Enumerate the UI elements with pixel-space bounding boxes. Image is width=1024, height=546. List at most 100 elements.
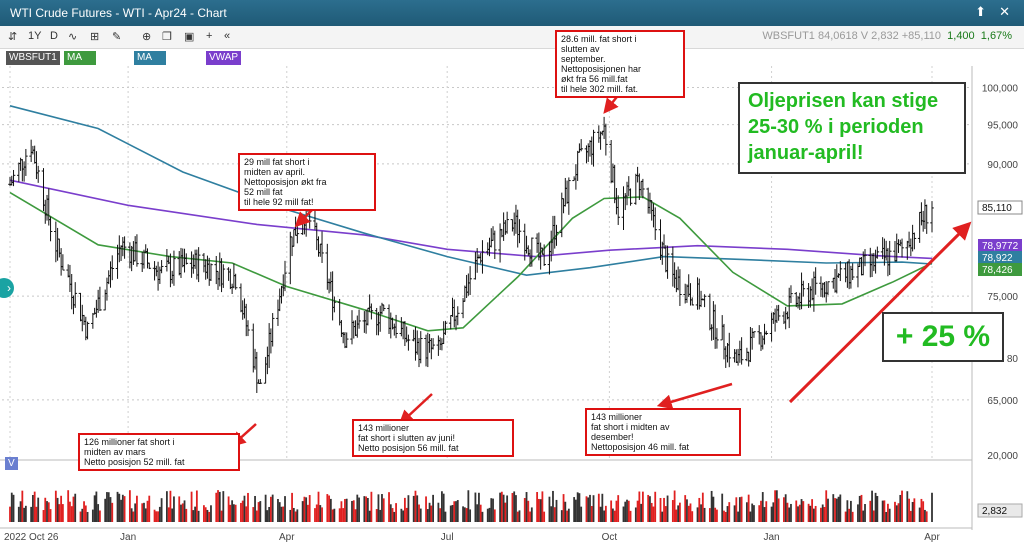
volume-bar (751, 503, 754, 522)
side-panel-toggle[interactable]: › (0, 278, 14, 298)
pen-icon[interactable]: ✎ (112, 31, 122, 43)
volume-bar (649, 496, 651, 522)
volume-bar (210, 505, 212, 522)
zoom-icon[interactable]: ⊕ (142, 31, 152, 43)
volume-bar (909, 510, 912, 522)
volume-bar (615, 500, 618, 522)
pin-icon[interactable]: ⬆ (975, 4, 986, 19)
volume-bar (864, 504, 866, 522)
volume-bar (195, 490, 198, 522)
volume-bar (308, 495, 311, 522)
y-tick-label: 75,000 (987, 292, 1018, 303)
volume-bar (749, 511, 752, 522)
indicator-icon[interactable]: ⊞ (90, 31, 100, 43)
volume-bar (721, 493, 724, 522)
volume-bar (35, 506, 38, 522)
volume-bar (465, 508, 468, 522)
volume-bar (486, 508, 489, 522)
volume-bar (178, 496, 181, 522)
legend-vwap[interactable]: VWAP (206, 51, 242, 65)
series-vwap (9, 179, 933, 260)
period-1y-button[interactable]: 1Y (28, 30, 42, 42)
volume-bar (874, 492, 877, 522)
volume-bar (883, 500, 886, 522)
right-label-box (978, 239, 1022, 252)
crosshair-icon[interactable]: + (206, 30, 213, 42)
volume-bar (881, 500, 884, 522)
volume-bar (455, 501, 457, 522)
volume-bar (708, 508, 711, 522)
volume-bar (243, 495, 246, 522)
volume-bar (592, 495, 595, 522)
volume-bar (493, 509, 496, 522)
volume-bar (74, 493, 77, 522)
volume-bar (624, 501, 627, 522)
volume-bars (9, 490, 933, 522)
volume-bar (294, 511, 297, 522)
volume-bar (232, 504, 235, 522)
volume-bar (9, 506, 11, 522)
volume-bar (735, 497, 738, 522)
volume-bar (590, 506, 593, 522)
x-tick-label: Jan (120, 532, 136, 543)
price-readout: WBSFUT1 84,0618 V 2,832 +85,110 1,400 1,… (762, 30, 1012, 42)
volume-bar (659, 497, 662, 522)
period-day-button[interactable]: D (50, 30, 58, 42)
legend-ma-close-50[interactable]: MA Close 50 (64, 51, 96, 91)
volume-bar (17, 506, 20, 522)
x-tick-label: 2022 Oct 26 (4, 532, 59, 543)
volume-axis-label: 20,000 (987, 451, 1018, 462)
volume-bar (280, 506, 283, 522)
volume-bar (181, 503, 184, 522)
volume-bar (407, 495, 410, 522)
volume-bar (104, 498, 107, 522)
close-icon[interactable]: ✕ (999, 4, 1010, 19)
volume-bar (553, 507, 556, 522)
draw-line-icon[interactable]: ∿ (68, 31, 78, 43)
volume-bar (91, 509, 94, 522)
volume-bar (479, 504, 482, 522)
annotation-october: 28.6 mill. fat short i slutten av septem… (555, 30, 685, 98)
volume-bar (920, 498, 923, 522)
volume-bar (834, 498, 836, 522)
volume-bar (197, 510, 200, 522)
volume-pane-badge (5, 457, 18, 470)
volume-bar (462, 506, 464, 522)
volume-bar (733, 505, 736, 522)
volume-bar (541, 491, 544, 522)
volume-bar (46, 501, 48, 522)
volume-bar (555, 499, 558, 522)
volume-bar (391, 508, 394, 522)
volume-bar (190, 491, 193, 522)
text-icon[interactable]: ▣ (184, 31, 195, 43)
volume-bar (21, 490, 24, 522)
volume-bar (857, 504, 859, 522)
legend-ma-close-200[interactable]: MA Close 200 (134, 51, 166, 91)
volume-bar (206, 509, 209, 522)
volume-bar (453, 501, 456, 522)
legend-wbsfut1[interactable]: WBSFUT1 (6, 51, 60, 65)
volume-bar (740, 496, 743, 522)
volume-bar (885, 511, 888, 522)
volume-bar (566, 510, 568, 522)
volume-bar (340, 501, 343, 522)
volume-bar (610, 500, 613, 522)
volume-bar (315, 504, 318, 522)
volume-bar (81, 508, 84, 522)
copy-icon[interactable]: ❐ (162, 31, 172, 43)
volume-bar (132, 511, 135, 522)
volume-bar (99, 510, 101, 522)
interval-icon[interactable]: ⇵ (8, 31, 18, 43)
volume-bar (289, 509, 292, 522)
volume-bar (807, 503, 810, 522)
volume-bar (622, 506, 625, 522)
volume-bar (724, 511, 727, 522)
collapse-icon[interactable]: « (224, 30, 231, 42)
volume-bar (301, 501, 304, 522)
volume-bar (664, 506, 667, 522)
volume-bar (143, 502, 145, 522)
volume-bar (515, 495, 517, 522)
volume-bar (326, 494, 329, 522)
volume-bar (640, 503, 643, 522)
volume-bar (763, 507, 766, 522)
